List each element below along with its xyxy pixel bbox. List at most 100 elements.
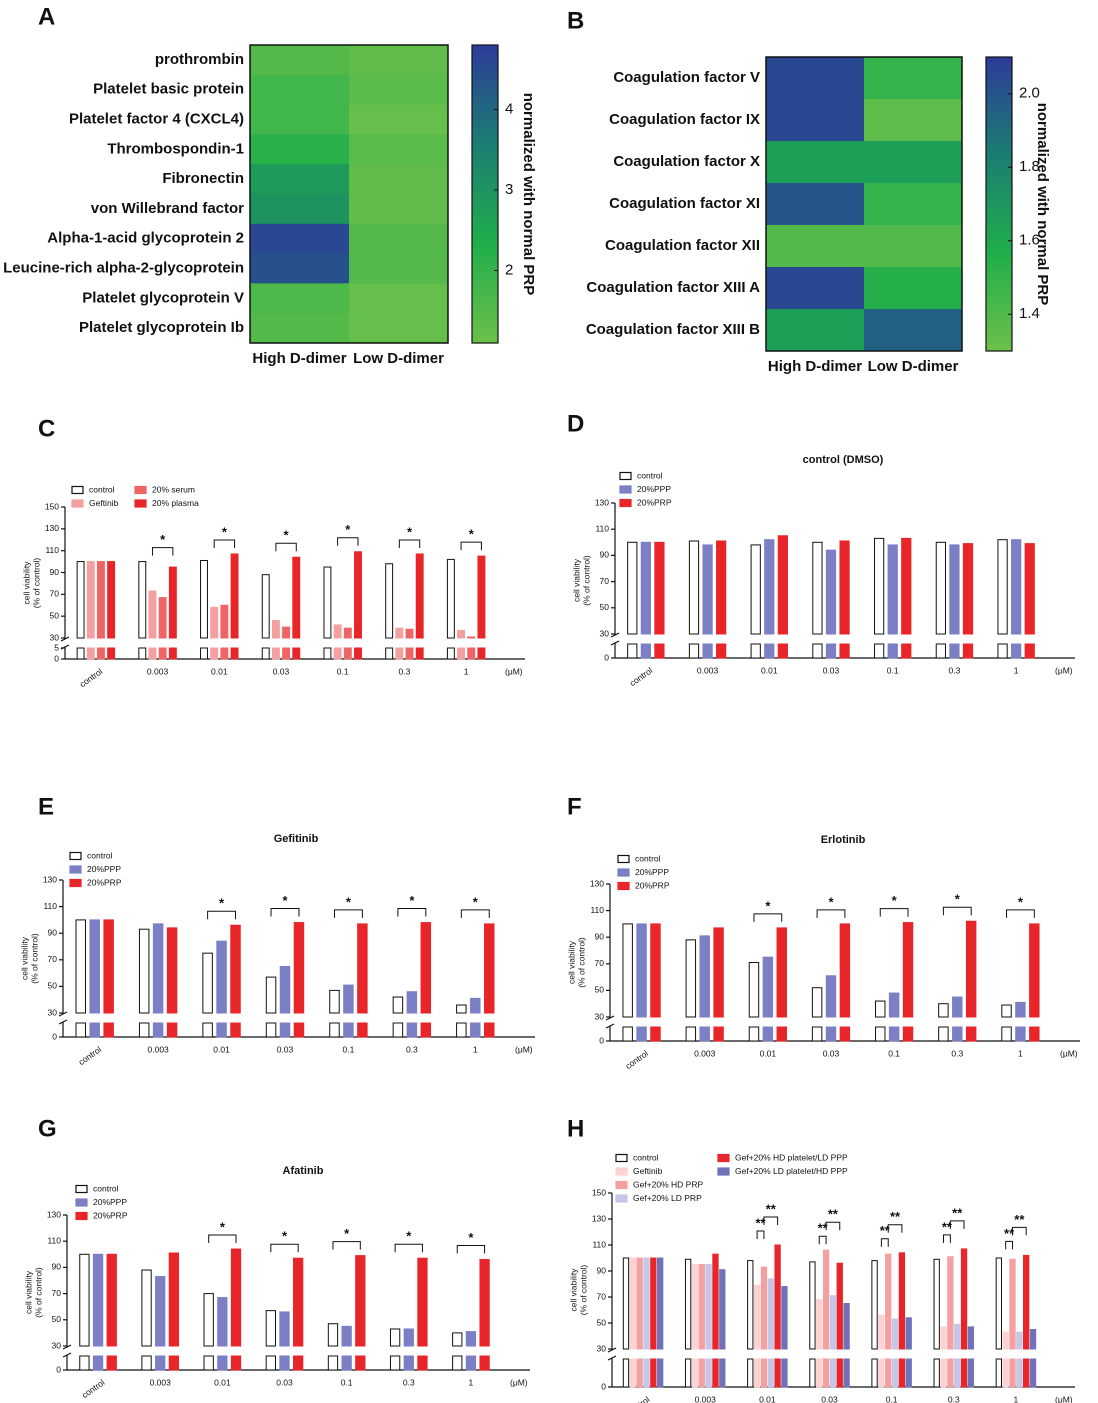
legend-swatch	[69, 851, 82, 861]
bar	[698, 1264, 705, 1350]
significance-label: *	[409, 893, 415, 908]
bar	[265, 1310, 276, 1347]
bar	[279, 965, 291, 1014]
bar-base	[748, 1026, 760, 1042]
bar-base	[650, 1358, 657, 1388]
bar	[901, 537, 912, 635]
x-tick-label: 0.1	[887, 665, 899, 675]
x-unit-label: (μM)	[1055, 665, 1073, 675]
bar	[293, 922, 305, 1014]
bar-base	[92, 1355, 104, 1371]
bar	[271, 620, 280, 639]
legend-swatch	[615, 1180, 628, 1190]
bar	[217, 1297, 228, 1347]
bar-base	[357, 1022, 368, 1038]
significance-label: *	[282, 893, 288, 908]
significance-bracket	[460, 541, 482, 551]
bar-base	[265, 1355, 276, 1371]
x-tick-label: 0.01	[760, 1048, 777, 1058]
colorbar	[471, 44, 499, 344]
heatmap-cell	[250, 134, 350, 165]
significance-bracket	[818, 1235, 827, 1245]
bar-base	[467, 647, 476, 660]
row-label: Coagulation factor X	[613, 153, 760, 170]
y-tick-label: 90	[52, 1262, 62, 1272]
bar-base	[940, 1358, 947, 1388]
column-label: High D-dimer	[768, 358, 862, 375]
bar-base	[688, 643, 700, 659]
x-tick-label: 0.03	[273, 666, 290, 676]
legend-swatch	[69, 865, 82, 874]
significance-bracket	[208, 1234, 237, 1244]
bar-base	[79, 1355, 90, 1371]
bar-base	[776, 1026, 787, 1042]
bar	[392, 996, 404, 1014]
bar-base	[141, 1355, 152, 1371]
x-unit-label: (μM)	[1055, 1394, 1073, 1403]
significance-bracket	[949, 1220, 965, 1229]
colorbar-tick-label: 3	[505, 181, 513, 198]
bar-base	[764, 643, 775, 659]
bar-base	[836, 1358, 843, 1388]
bar	[405, 628, 414, 639]
x-tick-label: 0.1	[888, 1048, 900, 1058]
bar	[684, 1258, 692, 1350]
bar-base	[203, 1355, 214, 1371]
heatmap-cell	[349, 45, 449, 76]
legend-label: Gef+20% LD platelet/HD PPP	[735, 1166, 848, 1176]
bar-base	[479, 1355, 490, 1371]
significance-label: **	[1014, 1212, 1025, 1227]
bar	[323, 566, 332, 639]
y-tick-label: 0	[604, 652, 609, 662]
significance-bracket	[887, 1224, 903, 1233]
bar	[967, 1326, 975, 1350]
bar	[822, 1249, 830, 1350]
significance-label: **	[755, 1215, 766, 1230]
x-unit-label: (μM)	[505, 666, 523, 676]
bar-base	[405, 647, 414, 660]
bar-base	[875, 1026, 886, 1042]
heatmap-border	[249, 44, 449, 344]
bar-base	[292, 647, 301, 660]
bar-base	[1024, 643, 1035, 659]
significance-bracket	[879, 908, 909, 917]
heatmap-cell	[766, 183, 865, 226]
bar	[965, 920, 977, 1018]
bar	[1002, 1331, 1009, 1350]
y-tick-label: 130	[47, 1209, 61, 1219]
x-tick-label: 0.3	[951, 1048, 963, 1058]
heatmap-cell	[349, 253, 449, 284]
x-tick-label: 0.01	[213, 1044, 230, 1054]
column-label: High D-dimer	[252, 350, 346, 367]
bar-base	[954, 1358, 961, 1388]
axis-break	[607, 1347, 617, 1353]
y-tick-label: 5	[54, 642, 59, 652]
bar-base	[265, 1022, 277, 1038]
heatmap-cell	[766, 141, 865, 184]
bar-base	[698, 1358, 705, 1388]
row-label: Coagulation factor XII	[605, 237, 760, 254]
y-tick-label: 0	[601, 1381, 606, 1391]
bar-base	[713, 1026, 724, 1042]
bar-base	[333, 647, 342, 660]
bar-base	[760, 1358, 768, 1388]
bar-base	[747, 1358, 754, 1388]
colorbar	[985, 56, 1013, 352]
significance-bracket	[270, 1243, 299, 1253]
bar-base	[465, 1355, 477, 1371]
chart-title: Erlotinib	[821, 834, 866, 846]
significance-bracket	[456, 1245, 486, 1254]
bar-base	[685, 1026, 697, 1042]
bar-base	[699, 1026, 710, 1042]
y-tick-label: 110	[47, 1235, 61, 1245]
bar	[86, 561, 95, 639]
y-axis-label: cell viability	[19, 936, 29, 980]
x-tick-label: 0.3	[948, 1394, 960, 1403]
bar-base	[874, 643, 885, 659]
significance-bracket	[394, 1243, 423, 1253]
x-tick-label: 0.003	[694, 1048, 716, 1058]
bar-base	[650, 1026, 661, 1042]
legend-label: 20%PPP	[635, 867, 669, 877]
colorbar-label: normalized with normal PRP	[520, 93, 537, 296]
